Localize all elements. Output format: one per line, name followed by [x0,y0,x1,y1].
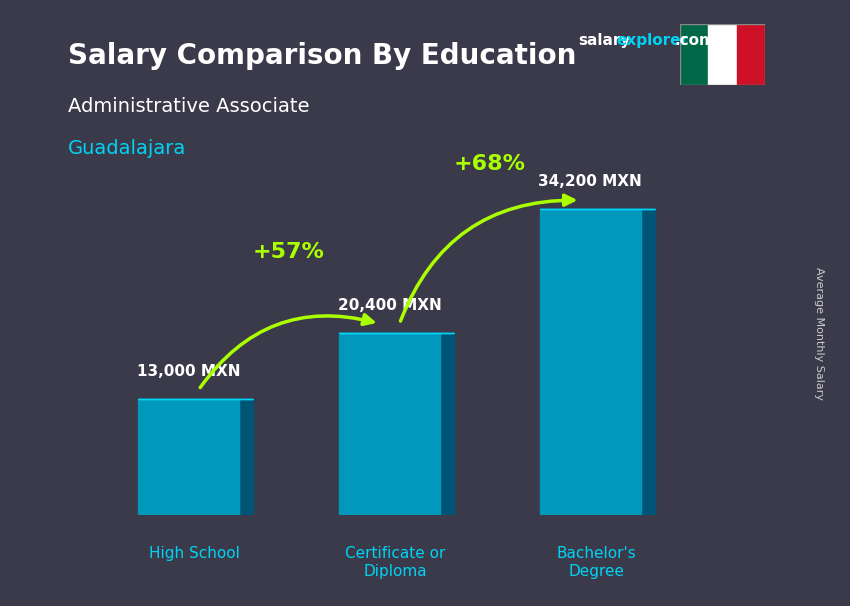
Text: explorer: explorer [616,33,689,48]
Text: +68%: +68% [454,155,526,175]
Text: .com: .com [674,33,715,48]
Text: 34,200 MXN: 34,200 MXN [539,175,643,190]
Polygon shape [239,399,252,515]
Text: salary: salary [578,33,631,48]
Text: Administrative Associate: Administrative Associate [68,97,309,116]
FancyArrowPatch shape [201,315,373,388]
Bar [540,209,641,515]
Text: Salary Comparison By Education: Salary Comparison By Education [68,42,576,70]
Polygon shape [641,209,654,515]
Bar [737,24,765,85]
Text: Guadalajara: Guadalajara [68,139,186,158]
Bar [680,24,708,85]
Text: +57%: +57% [253,242,325,262]
Bar [339,333,439,515]
FancyArrowPatch shape [400,195,574,321]
Text: Average Monthly Salary: Average Monthly Salary [814,267,824,400]
Bar [708,24,737,85]
Bar [139,399,239,515]
Text: Certificate or
Diploma: Certificate or Diploma [345,547,445,579]
Text: 13,000 MXN: 13,000 MXN [137,364,241,379]
Text: Bachelor's
Degree: Bachelor's Degree [557,547,637,579]
Text: High School: High School [149,547,240,561]
Text: 20,400 MXN: 20,400 MXN [337,298,441,313]
Polygon shape [439,333,454,515]
